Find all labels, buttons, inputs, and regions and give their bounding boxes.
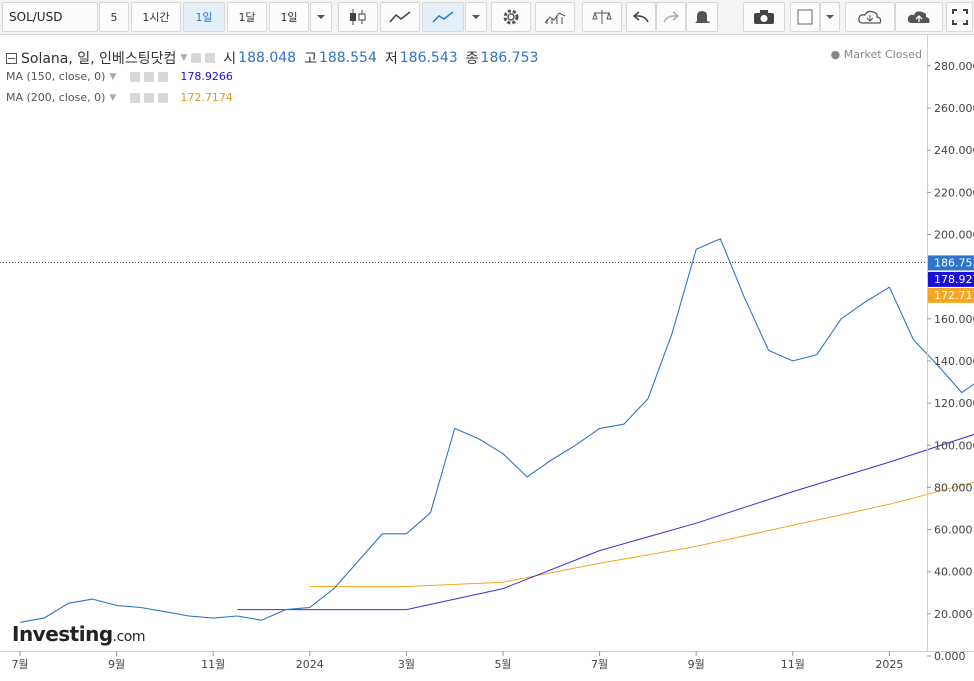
y-tick-label: 80.000 xyxy=(934,481,973,494)
line-chart-icon[interactable] xyxy=(422,2,464,32)
x-tick-label: 11월 xyxy=(781,658,805,671)
series-menu-chevron-icon[interactable]: ▼ xyxy=(180,53,188,63)
ma200-value: 172.7174 xyxy=(180,91,233,104)
close-value: 186.753 xyxy=(480,50,539,66)
ma150-settings-icon[interactable] xyxy=(144,71,155,82)
x-tick-label: 9월 xyxy=(108,658,125,671)
y-tick-label: 240.000 xyxy=(934,144,974,157)
low-label: 저 xyxy=(384,51,398,67)
interval-dropdown-button[interactable]: 1일 xyxy=(269,2,309,32)
price-line xyxy=(19,238,974,623)
ma200-settings-icon[interactable] xyxy=(144,92,155,103)
high-label: 고 xyxy=(304,51,317,67)
ma200-price-tag: 172.717 xyxy=(934,289,974,302)
ma150-remove-icon[interactable] xyxy=(158,71,169,82)
y-tick-label: 40.000 xyxy=(934,566,973,579)
ma200-legend: MA (200, close, 0) ▼ 172.7174 xyxy=(6,91,233,104)
settings-gear-icon[interactable] xyxy=(491,2,531,32)
x-tick-label: 7월 xyxy=(11,658,28,671)
ma200-price-tag-bg xyxy=(928,287,974,303)
series-settings-icon[interactable] xyxy=(205,53,216,63)
candlestick-chart-icon[interactable] xyxy=(338,2,378,32)
cloud-save-icon[interactable] xyxy=(895,2,943,32)
ma150-price-tag-bg xyxy=(928,271,974,287)
y-tick-label: 0.000 xyxy=(934,650,966,663)
y-tick-label: 20.000 xyxy=(934,608,973,621)
redo-icon[interactable] xyxy=(656,2,686,32)
x-tick-label: 9월 xyxy=(688,658,705,671)
open-label: 시 xyxy=(223,51,237,67)
area-chart-icon[interactable] xyxy=(380,2,420,32)
x-tick-label: 7월 xyxy=(591,658,608,671)
close-label: 종 xyxy=(465,51,479,67)
interval-1h-button[interactable]: 1시간 xyxy=(131,2,181,32)
ma200-label: MA (200, close, 0) xyxy=(6,91,106,104)
x-tick-label: 2024 xyxy=(296,658,324,671)
color-picker-swatch[interactable] xyxy=(790,2,820,32)
ma150-label: MA (150, close, 0) xyxy=(6,70,106,83)
chart-svg[interactable]: 0.000 20.000 40.000 60.000 80.000 100.000 120.… xyxy=(0,35,974,677)
x-tick-label: 11월 xyxy=(201,658,225,671)
x-tick-label: 5월 xyxy=(494,658,511,671)
high-value: 188.554 xyxy=(318,50,377,66)
last-price-tag: 186.753 xyxy=(934,256,974,269)
ma150-legend: MA (150, close, 0) ▼ 178.9266 xyxy=(6,70,233,83)
y-tick-label: 140.000 xyxy=(934,355,974,368)
y-tick-label: 160.000 xyxy=(934,313,974,326)
chart-type-chevron-down-icon[interactable] xyxy=(465,2,487,32)
fullscreen-icon[interactable] xyxy=(946,2,973,32)
ma150-eye-icon[interactable] xyxy=(130,71,141,82)
cloud-load-icon[interactable] xyxy=(845,2,895,32)
ma200-eye-icon[interactable] xyxy=(130,92,141,103)
market-status-text: Market Closed xyxy=(843,48,922,61)
interval-1d-button[interactable]: 1일 xyxy=(183,2,225,32)
last-price-tag-bg xyxy=(928,255,974,271)
add-alert-bell-icon[interactable] xyxy=(686,2,718,32)
logo-brand: Investing xyxy=(12,622,113,646)
collapse-box-icon[interactable] xyxy=(6,52,17,64)
series-title: Solana, 일, 인베스팅닷컴 xyxy=(21,51,177,67)
y-tick-label: 280.000 xyxy=(934,60,974,73)
y-tick-label: 200.000 xyxy=(934,229,974,242)
compare-scales-icon[interactable] xyxy=(582,2,622,32)
low-value: 186.543 xyxy=(399,50,458,66)
camera-screenshot-icon[interactable] xyxy=(743,2,785,32)
ma150-line xyxy=(237,433,974,611)
y-tick-label: 100.000 xyxy=(934,439,974,452)
y-tick-label: 60.000 xyxy=(934,524,973,537)
visibility-eye-icon[interactable] xyxy=(191,53,202,63)
y-tick-label: 120.000 xyxy=(934,397,974,410)
interval-chevron-down-icon[interactable] xyxy=(310,2,332,32)
color-chevron-down-icon[interactable] xyxy=(820,2,840,32)
ma200-line xyxy=(309,481,974,587)
ma200-remove-icon[interactable] xyxy=(158,92,169,103)
chart-toolbar: SOL/USD 5 1시간 1일 1달 1일 xyxy=(0,0,974,35)
interval-1mo-button[interactable]: 1달 xyxy=(227,2,267,32)
open-value: 188.048 xyxy=(238,50,297,66)
investing-logo: Investing.com xyxy=(12,622,146,646)
ma150-value: 178.9266 xyxy=(180,70,233,83)
x-tick-label: 2025 xyxy=(875,658,903,671)
undo-icon[interactable] xyxy=(626,2,656,32)
ma150-menu-chevron-icon[interactable]: ▼ xyxy=(109,71,117,82)
logo-suffix: .com xyxy=(112,629,146,645)
interval-5-button[interactable]: 5 xyxy=(99,2,129,32)
market-status-label: ● Market Closed xyxy=(830,48,922,61)
x-tick-label: 3월 xyxy=(398,658,415,671)
indicators-icon[interactable] xyxy=(535,2,575,32)
y-tick-label: 220.000 xyxy=(934,186,974,199)
ma200-menu-chevron-icon[interactable]: ▼ xyxy=(109,92,117,103)
y-tick-label: 260.000 xyxy=(934,102,974,115)
chart-area[interactable]: 0.000 20.000 40.000 60.000 80.000 100.000 120.… xyxy=(0,35,974,677)
ma150-price-tag: 178.927 xyxy=(934,273,974,286)
symbol-search-input[interactable]: SOL/USD xyxy=(2,2,98,32)
